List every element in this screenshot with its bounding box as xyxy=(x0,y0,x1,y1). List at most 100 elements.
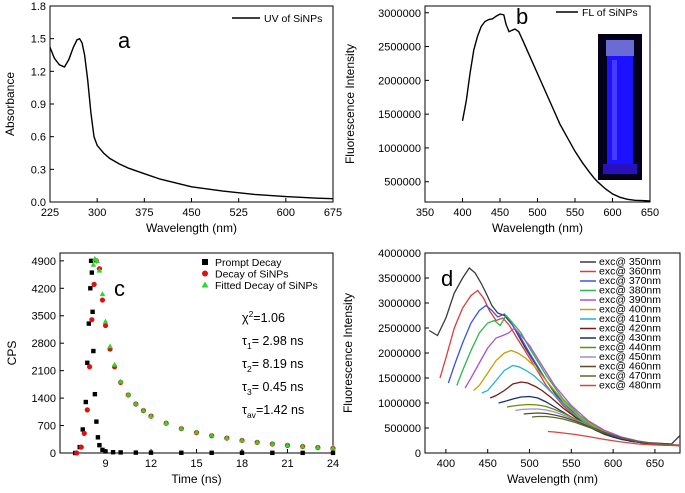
x-tick-label: 400 xyxy=(453,207,471,219)
data-point xyxy=(209,450,214,456)
x-tick-label: 600 xyxy=(277,207,295,219)
data-point xyxy=(99,297,106,303)
x-tick-label: 600 xyxy=(603,207,621,219)
x-tick-label: 9 xyxy=(102,458,108,470)
data-point xyxy=(239,450,245,456)
y-tick-label: 2000000 xyxy=(378,348,421,360)
data-point xyxy=(100,447,105,453)
panel-letter: b xyxy=(516,4,528,29)
data-point xyxy=(83,399,88,405)
data-point xyxy=(86,364,93,370)
y-tick-label: 4900 xyxy=(32,256,56,268)
data-point xyxy=(94,257,100,263)
x-tick-label: 300 xyxy=(88,207,106,219)
data-point xyxy=(270,450,275,456)
cuvette-fluorescent-liquid xyxy=(607,56,633,166)
cuvette-base-glow xyxy=(603,164,637,174)
data-point xyxy=(103,449,108,454)
y-tick-label: 1.5 xyxy=(31,34,46,46)
y-tick-label: 3000000 xyxy=(378,8,421,20)
data-point xyxy=(90,309,95,315)
data-point xyxy=(88,286,93,291)
data-point xyxy=(74,450,80,456)
series-line-uv xyxy=(49,37,334,200)
x-tick-label: 650 xyxy=(646,458,664,470)
data-point xyxy=(163,420,169,425)
x-axis-label: Wavelength (nm) xyxy=(507,472,598,486)
y-tick-label: 1000000 xyxy=(378,143,421,155)
legend-label: FL of SiNPs xyxy=(582,7,638,19)
x-tick-label: 550 xyxy=(562,458,580,470)
data-point xyxy=(239,437,245,443)
x-tick-label: 500 xyxy=(528,207,546,219)
legend-label: exc@ 470nm xyxy=(599,370,661,382)
panel-letter: a xyxy=(118,28,131,53)
data-point xyxy=(95,435,101,440)
legend-label: Prompt Decay xyxy=(215,257,282,269)
legend-label: exc@ 390nm xyxy=(599,294,661,306)
data-point xyxy=(330,445,336,451)
legend-label: exc@ 420nm xyxy=(599,323,661,335)
y-tick-label: 0.9 xyxy=(31,99,46,111)
data-point xyxy=(179,450,184,455)
legend-marker xyxy=(201,281,209,288)
series-fitted-decay-of-sinps xyxy=(90,255,336,451)
legend-label: exc@ 450nm xyxy=(599,351,661,363)
x-axis-label: Wavelength (nm) xyxy=(492,221,583,235)
x-tick-label: 225 xyxy=(41,207,59,219)
data-point xyxy=(315,444,321,450)
legend-label: exc@ 440nm xyxy=(599,342,661,354)
series-line-exc-470nm xyxy=(531,415,681,447)
y-tick-label: 1500000 xyxy=(378,373,421,385)
data-point xyxy=(148,450,154,455)
x-tick-label: 500 xyxy=(520,458,538,470)
annotation-tau3: τ3= 0.45 ns xyxy=(242,380,303,397)
data-point xyxy=(86,321,92,326)
data-point xyxy=(90,261,97,267)
legend-label: Decay of SiNPs xyxy=(215,269,289,281)
data-point xyxy=(148,412,154,418)
y-axis-label: Absorbance xyxy=(3,72,17,136)
y-tick-label: 0.6 xyxy=(31,132,46,144)
y-tick-label: 2000000 xyxy=(378,75,421,87)
data-point xyxy=(193,429,200,435)
legend-label: exc@ 480nm xyxy=(599,380,661,392)
y-tick-label: 2500000 xyxy=(378,42,421,54)
data-point xyxy=(111,361,118,367)
series-line-exc-430nm xyxy=(498,395,681,447)
data-point xyxy=(88,258,94,264)
data-point xyxy=(284,442,291,448)
annotation-value: = 2.98 ns xyxy=(252,334,304,348)
x-tick-label: 675 xyxy=(324,207,342,219)
data-point xyxy=(89,317,95,323)
x-tick-label: 525 xyxy=(229,207,247,219)
legend-label: exc@ 370nm xyxy=(599,275,661,287)
legend-label: exc@ 430nm xyxy=(599,332,661,344)
data-point xyxy=(133,450,139,455)
y-tick-label: 0.0 xyxy=(31,197,46,209)
x-tick-label: 15 xyxy=(190,458,202,470)
x-tick-label: 350 xyxy=(416,207,434,219)
data-point xyxy=(99,291,106,297)
data-point xyxy=(269,440,276,446)
data-point xyxy=(107,343,113,349)
data-point xyxy=(89,270,95,275)
legend-label: Fitted Decay of SiNPs xyxy=(215,280,318,292)
series-line-fl xyxy=(461,13,651,202)
cuvette-cap xyxy=(606,40,634,56)
y-tick-label: 3500 xyxy=(32,311,56,323)
annotation-value: = 8.19 ns xyxy=(252,357,304,371)
y-tick-label: 1.2 xyxy=(31,66,46,78)
data-point xyxy=(125,391,132,397)
legend-label: exc@ 360nm xyxy=(599,266,661,278)
series-line-exc-480nm xyxy=(547,430,681,447)
y-axis-label: Fluorescence Intensity xyxy=(343,44,357,164)
cuvette-photo xyxy=(598,34,642,180)
cuvette-highlight xyxy=(612,60,617,160)
data-point xyxy=(300,450,305,456)
data-point xyxy=(208,432,215,438)
data-point xyxy=(91,281,97,287)
data-point xyxy=(80,427,85,432)
data-point xyxy=(81,430,87,436)
